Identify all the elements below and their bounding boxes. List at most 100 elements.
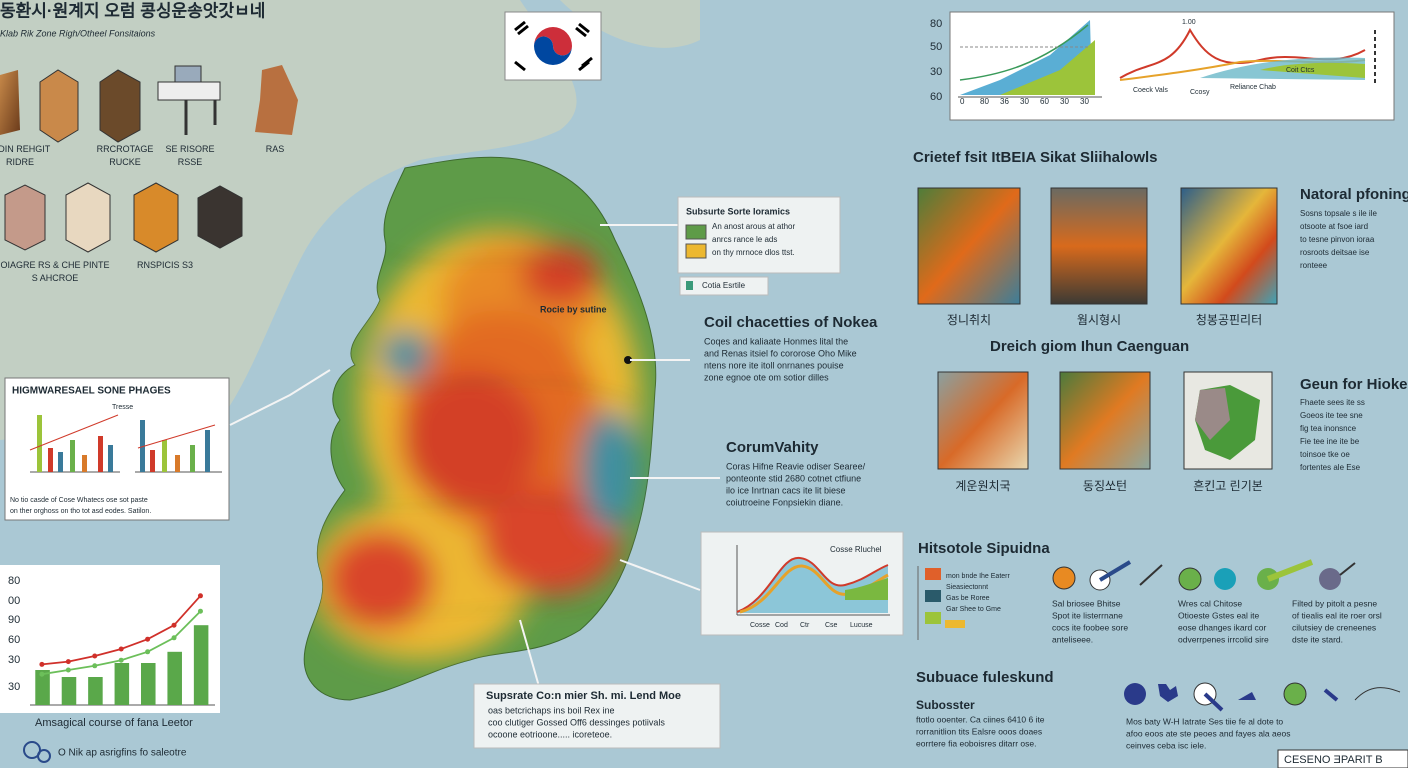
icon-caption: SE RISORE RSSE	[165, 144, 214, 167]
legend-swatch	[685, 243, 707, 259]
logo	[23, 741, 51, 763]
thumbnail	[1180, 187, 1278, 305]
y-tick-label: 90	[8, 614, 20, 626]
body-line: Fhaete sees ite ss	[1300, 398, 1365, 407]
x-label: 36	[1000, 97, 1009, 106]
body-line: odverrpenes irrcolid sire	[1178, 634, 1269, 644]
trend-point	[92, 653, 98, 659]
x-label: 30	[1080, 97, 1089, 106]
y-tick-label: 30	[8, 681, 20, 693]
y-label: 60	[930, 91, 942, 103]
section-title: Coil chacetties of Nokea	[704, 314, 878, 331]
hist-icons	[1052, 559, 1356, 591]
mini-map	[1195, 388, 1230, 440]
section-title: Dreich giom Ihun Caenguan	[990, 338, 1189, 355]
bar	[88, 677, 103, 705]
bar	[167, 651, 182, 705]
trend-point	[65, 659, 71, 665]
y-label: 80	[930, 18, 942, 30]
land	[0, 0, 577, 440]
bar-chart-panel	[0, 565, 220, 713]
note-text: Cotia Esrtile	[702, 281, 746, 290]
x-label: 0	[960, 97, 965, 106]
body-line: Sal briosee Bhitse	[1052, 598, 1121, 608]
body-line: Spot ite listerrnane	[1052, 610, 1123, 620]
trend-point	[65, 667, 71, 673]
x-label: Ctr	[800, 622, 810, 629]
thumbnail	[1059, 371, 1151, 470]
trend-point	[197, 593, 203, 599]
body-line: An anost arous at athor	[712, 222, 796, 231]
thumbnail	[917, 187, 1021, 305]
body-line: ftotlo ooenter. Ca ciines 6410 6 ite	[916, 714, 1045, 724]
thumb-caption: 계운원치국	[955, 479, 1010, 493]
body-line: Sosns topsale s ile ile	[1300, 209, 1377, 218]
top-chart-art	[958, 20, 1376, 98]
bar	[141, 663, 156, 705]
icons	[0, 65, 298, 253]
y-tick-label: 80	[8, 575, 20, 587]
body-line: fortentes ale Ese	[1300, 463, 1361, 472]
thumbnail	[937, 371, 1029, 470]
body-line: ceinves ceba isc iele.	[1126, 740, 1206, 750]
section-title: Geun for Hioke	[1300, 376, 1408, 393]
body-line: Wres cal Chitose	[1178, 598, 1242, 608]
body-line: mon bnde Ihe Eaterr	[946, 573, 1010, 580]
panel-label: Tresse	[112, 404, 133, 411]
legend-swatches	[925, 568, 965, 628]
x-label: Cosse	[750, 622, 770, 629]
page-title: 동환시·원계지 오럼 콩싱운송앗갓ㅂ네	[0, 1, 265, 20]
bar	[35, 670, 50, 705]
bar	[61, 677, 77, 705]
legend-title: Subsurte Sorte Ioramics	[686, 206, 790, 216]
chart-caption: Amsagical course of fana Leetor	[35, 717, 193, 729]
body-line: dste ite stard.	[1292, 634, 1343, 644]
x-label: 80	[980, 97, 989, 106]
thumb-caption: 정니취치	[947, 313, 991, 327]
trend-point	[197, 608, 203, 614]
section-title: Natoral pfoning	[1300, 186, 1408, 203]
trend-point	[145, 649, 151, 655]
body-line: on ther orghoss on tho tot asd eodes. Sa…	[10, 508, 151, 515]
series-label: Ccosy	[1190, 89, 1210, 96]
body-line: eorrtere fia eoboisres ditarr ose.	[916, 738, 1036, 748]
connectors	[229, 224, 720, 691]
bar-chart: 80 00 90 60 30 30	[8, 575, 215, 706]
x-label: Lucuse	[850, 622, 873, 629]
body-line: Goeos ite tee sne	[1300, 411, 1363, 420]
sub-icons	[1124, 682, 1401, 712]
x-label: Cod	[775, 622, 788, 629]
series-label: Reliance Chab	[1230, 84, 1276, 91]
body-line: afoo eoos ate ste peoes and fayes ala ae…	[1126, 728, 1290, 738]
flag	[504, 11, 602, 81]
map-point	[624, 356, 632, 364]
body-line: zone egnoe ote om sotior dilles	[704, 372, 829, 382]
body-line: Otioeste Gstes eal ite	[1178, 610, 1260, 620]
body-line: of tiealis eal ite roer orsl	[1292, 610, 1382, 620]
mid-chart-title: Cosse Rluchel	[830, 545, 882, 554]
x-label: Cse	[825, 622, 838, 629]
trend-point	[145, 636, 151, 642]
y-label: 50	[930, 41, 942, 53]
icon-caption: RNSPICIS S3	[137, 260, 193, 270]
body-line: Mos baty W-H Iatrate Ses tiie fe al dote…	[1126, 716, 1283, 726]
footer-note: O Nik ap asrigfins fo saleotre	[58, 748, 187, 759]
subtitle: Klab Rik Zone Righ/Otheel Fonsitaions	[0, 28, 156, 38]
body-line: ocoone eotrioone..... icoreteoe.	[488, 729, 612, 739]
body-line: coo clutiger Gossed Off6 dessinges potii…	[488, 717, 665, 727]
body-line: Filted by pitolt a pesne	[1292, 598, 1377, 608]
mid-chart-art	[736, 545, 890, 616]
thumb-caption: 동징쏘턴	[1083, 479, 1127, 493]
trend-point	[39, 671, 45, 677]
thumb-caption: 웜시형시	[1077, 313, 1121, 327]
body-line: ponteonte stid 2680 cotnet ctfiune	[726, 473, 861, 483]
trend-point	[92, 663, 98, 669]
section-title: Crietef fsit ItBEIA Sikat Sliihalowls	[913, 149, 1158, 166]
body-line: and Renas itsiel fo cororose Oho Mike	[704, 348, 857, 358]
icon-caption: OIAGRE RS & CHE PINTE S AHCROE	[0, 260, 109, 283]
body-line: ilo ice Inrtnan cacs ite lit biese	[726, 485, 846, 495]
callout-box	[473, 683, 721, 749]
body-line: Fie tee ine ite be	[1300, 437, 1360, 446]
section-title: Hitsotole Sipuidna	[918, 540, 1050, 557]
body-line: anteliseee.	[1052, 634, 1093, 644]
